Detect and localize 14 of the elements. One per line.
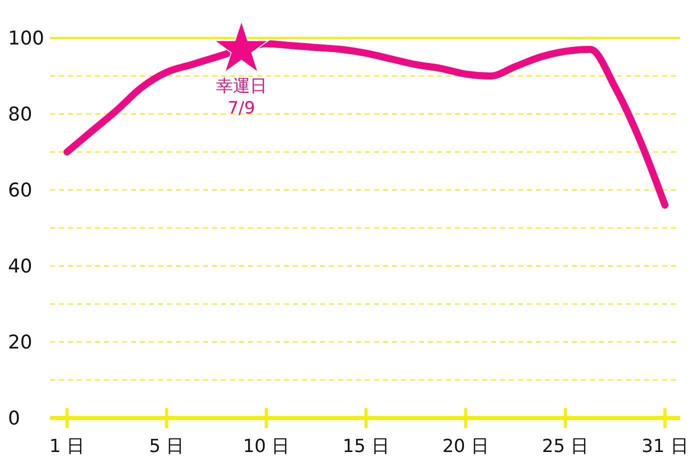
x-tick-label: 15 日	[342, 436, 390, 457]
y-tick-label: 80	[8, 104, 32, 126]
y-tick-label: 0	[8, 408, 20, 430]
x-tick-label: 20 日	[442, 436, 489, 457]
y-tick-label: 40	[8, 256, 32, 278]
y-tick-label: 60	[8, 180, 32, 202]
x-tick-label: 1 日	[49, 436, 85, 457]
y-tick-label: 100	[8, 28, 44, 50]
x-tick-label: 10 日	[243, 436, 290, 457]
x-tick-label: 31 日	[642, 436, 688, 457]
x-tick-label: 5 日	[149, 436, 184, 457]
y-tick-label: 20	[8, 332, 32, 354]
x-tick-label: 25 日	[542, 436, 589, 457]
annotation: 幸運日 7/9	[216, 76, 267, 118]
